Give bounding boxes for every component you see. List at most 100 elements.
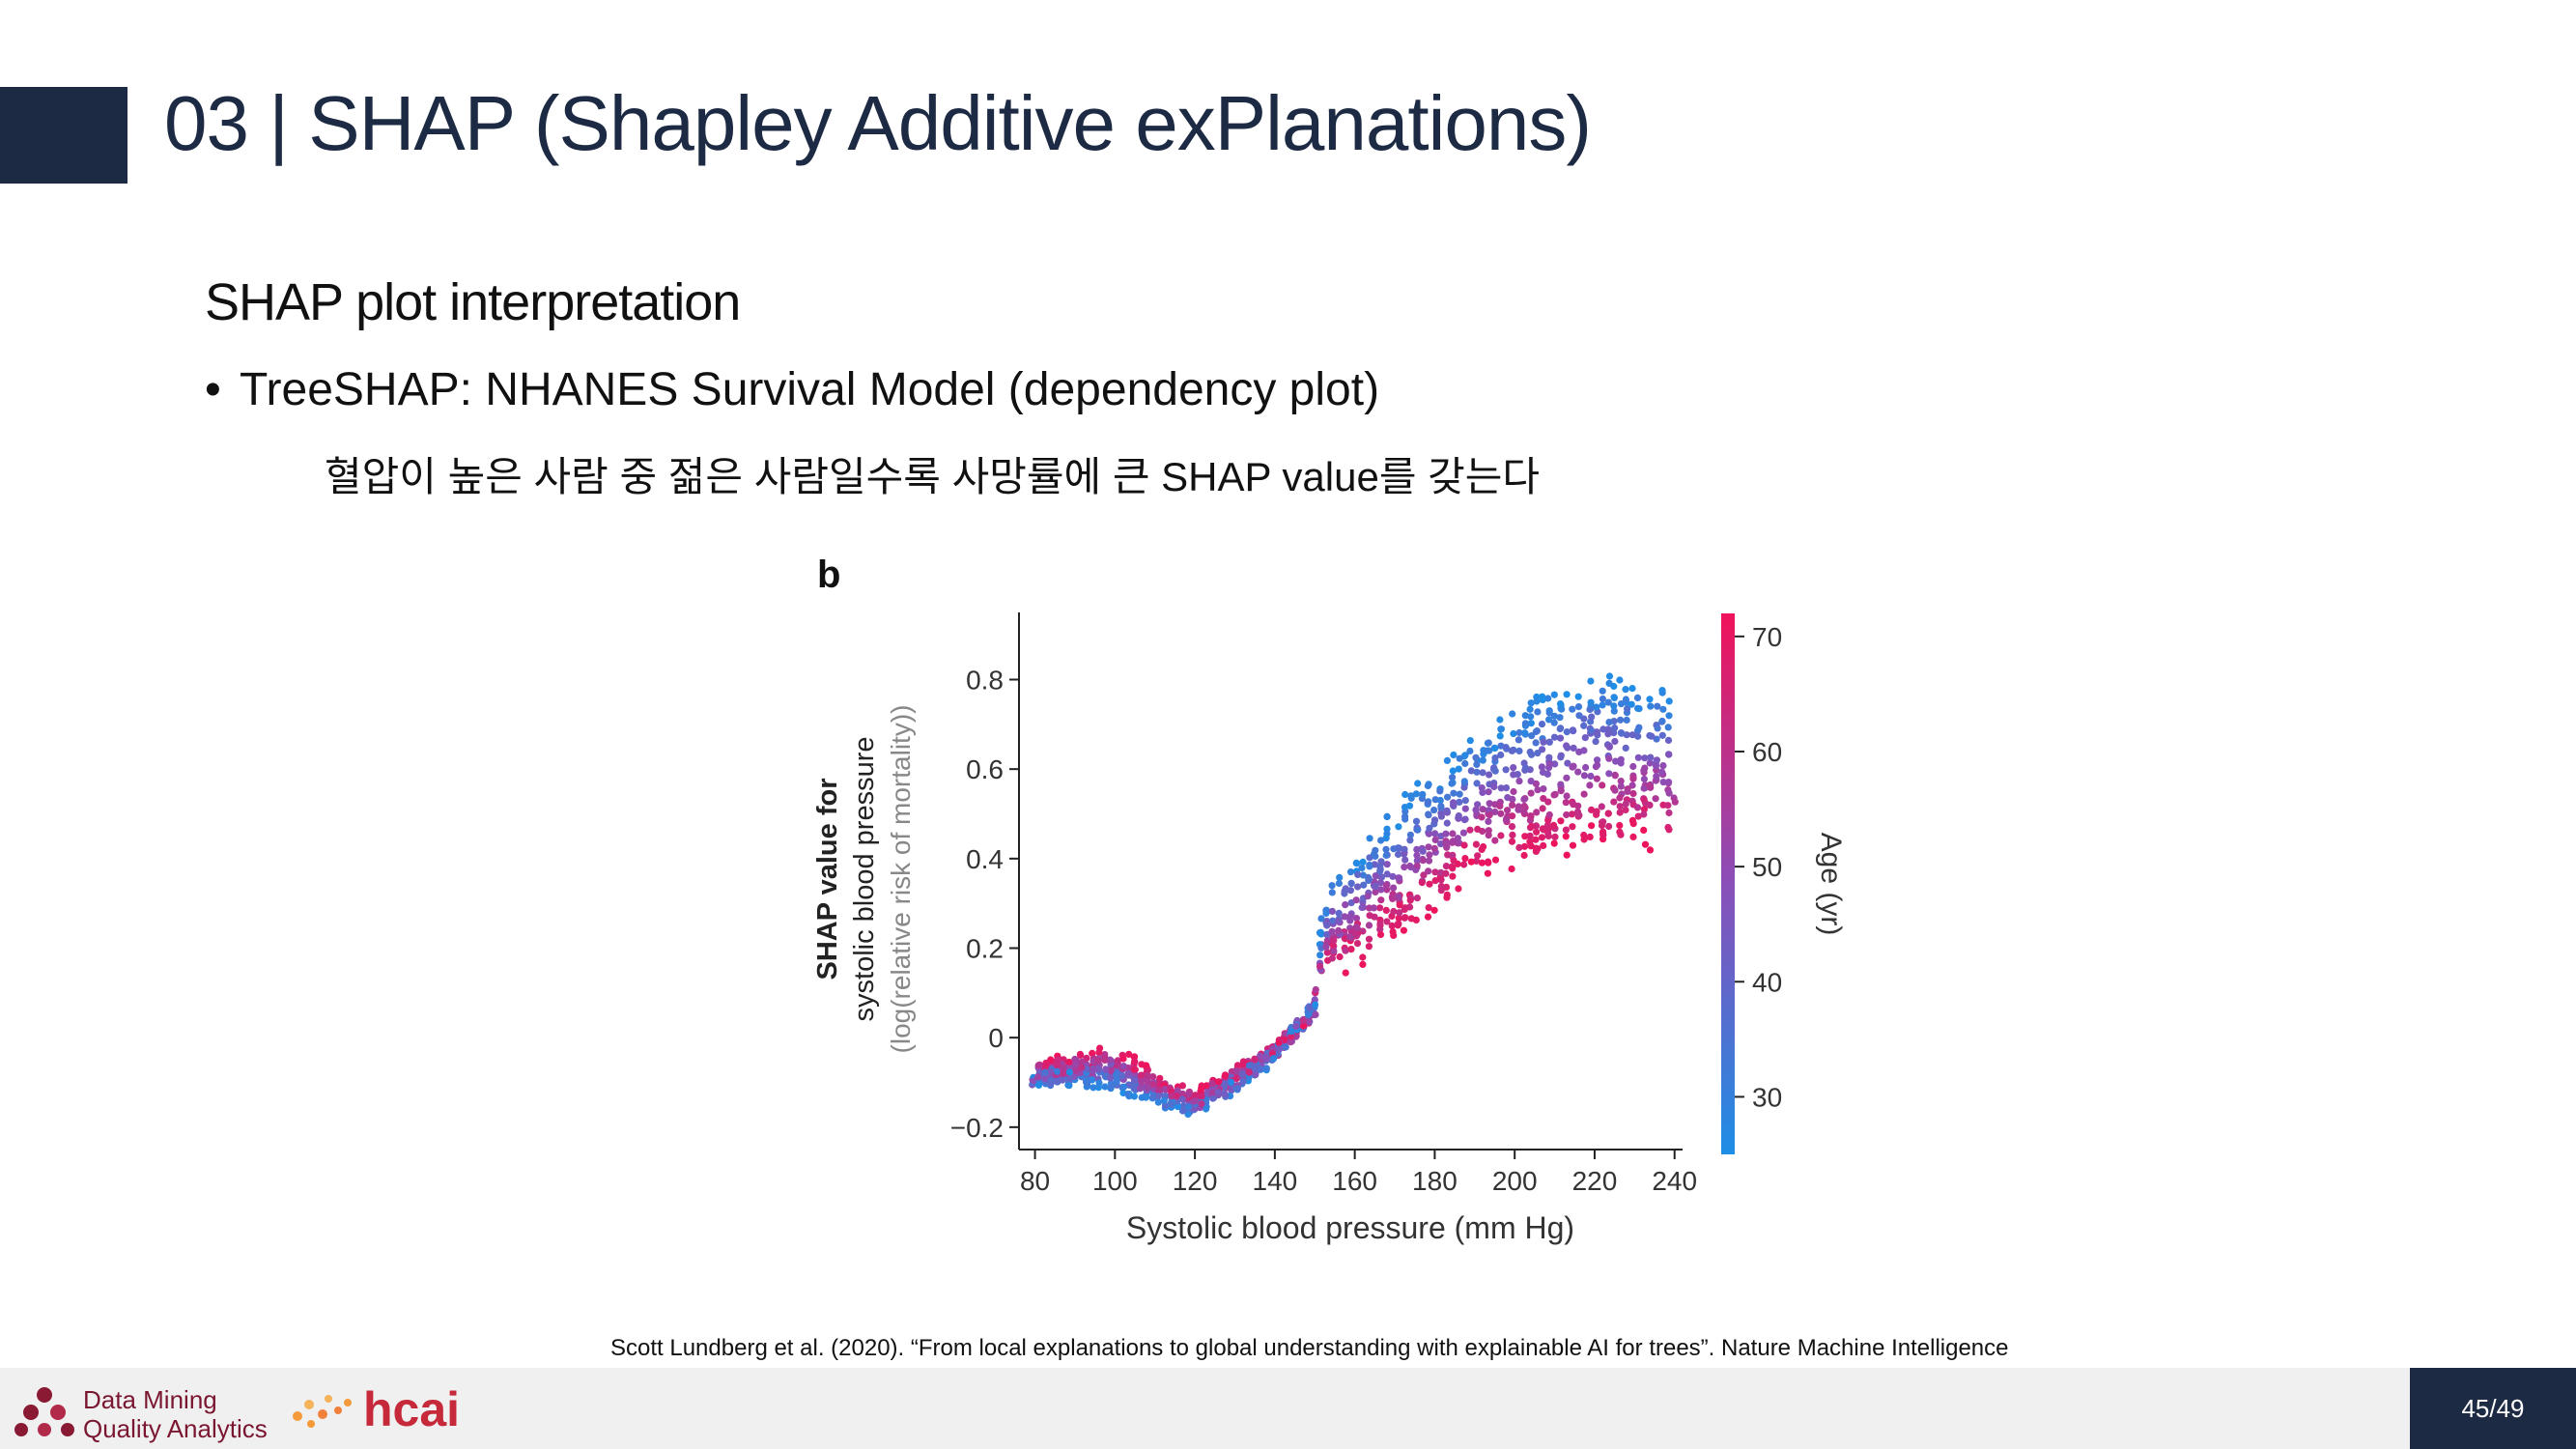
data-point <box>1413 862 1421 869</box>
data-point <box>1538 721 1546 728</box>
data-point <box>1138 1071 1146 1079</box>
data-point <box>1251 1056 1259 1064</box>
data-point <box>1041 1074 1049 1082</box>
y-tick-label: 0.4 <box>966 844 1004 874</box>
data-point <box>1316 962 1324 970</box>
data-point <box>1617 778 1625 785</box>
data-point <box>1221 1080 1229 1088</box>
data-point <box>1287 1028 1295 1036</box>
data-point <box>1478 859 1486 867</box>
data-point <box>1580 836 1588 843</box>
x-tick-label: 100 <box>1092 1166 1138 1196</box>
data-point <box>1654 724 1661 732</box>
data-point <box>1328 954 1336 962</box>
data-point <box>1539 746 1546 753</box>
data-point <box>1568 810 1576 818</box>
section-heading: SHAP plot interpretation <box>205 273 741 331</box>
data-point <box>1372 872 1379 880</box>
data-point <box>1508 865 1515 873</box>
data-point <box>1461 759 1469 768</box>
bullet-text: TreeSHAP: NHANES Survival Model (depende… <box>240 364 1380 415</box>
data-point <box>1406 837 1414 844</box>
dmqa-logo: Data Mining Quality Analytics <box>14 1381 284 1443</box>
data-point <box>1358 903 1366 912</box>
data-point <box>1130 1065 1138 1073</box>
data-point <box>1198 1085 1205 1093</box>
data-point <box>1612 757 1620 765</box>
data-point <box>1528 732 1536 740</box>
data-point <box>1562 799 1570 807</box>
data-point <box>1412 817 1421 825</box>
data-point <box>1550 733 1559 741</box>
data-point <box>1443 891 1451 898</box>
data-point <box>1030 1077 1037 1085</box>
data-point <box>1154 1093 1162 1100</box>
data-point <box>1034 1081 1043 1089</box>
data-point <box>1557 753 1565 761</box>
data-point <box>1449 865 1457 872</box>
data-point <box>1653 772 1660 781</box>
data-point <box>1090 1065 1098 1073</box>
data-point <box>1335 909 1343 917</box>
data-point <box>1454 860 1461 867</box>
data-point <box>1550 691 1558 698</box>
data-point <box>1502 744 1510 752</box>
data-point <box>1658 717 1666 725</box>
data-point <box>1424 799 1431 807</box>
data-point <box>1479 806 1486 813</box>
data-point <box>1671 798 1679 806</box>
data-point <box>1539 805 1546 812</box>
data-point <box>1581 734 1589 742</box>
data-point <box>1090 1084 1097 1092</box>
data-point <box>1610 707 1618 715</box>
data-point <box>1364 893 1372 900</box>
data-point <box>1646 696 1654 703</box>
data-point <box>1383 918 1391 925</box>
data-point <box>1395 874 1402 882</box>
data-point <box>1395 893 1402 900</box>
data-point <box>1623 716 1630 724</box>
data-point <box>1341 887 1348 895</box>
data-point <box>1599 832 1607 839</box>
data-point <box>1299 1017 1307 1025</box>
data-point <box>1479 769 1486 777</box>
data-point <box>1425 811 1432 819</box>
data-point <box>1354 883 1362 891</box>
data-point <box>1532 836 1540 843</box>
data-point <box>1401 905 1408 913</box>
y-tick-label: 0 <box>988 1023 1004 1053</box>
data-point <box>1611 786 1619 794</box>
data-point <box>1341 913 1348 921</box>
data-point <box>1460 841 1468 849</box>
data-point <box>1346 933 1354 941</box>
data-point <box>1388 894 1396 901</box>
data-point <box>1144 1071 1151 1079</box>
data-point <box>1352 923 1360 931</box>
data-point <box>1053 1061 1062 1068</box>
data-point <box>1545 707 1553 715</box>
data-point <box>1376 925 1384 933</box>
data-point <box>1665 779 1673 786</box>
data-point <box>1534 708 1542 716</box>
data-point <box>1521 729 1529 737</box>
data-point <box>1352 896 1360 904</box>
data-point <box>1174 1103 1181 1111</box>
data-point <box>1120 1083 1128 1091</box>
data-point <box>1515 728 1523 737</box>
data-point <box>1336 873 1344 881</box>
data-point <box>1665 809 1673 817</box>
data-point <box>1508 747 1515 754</box>
data-point <box>1646 781 1654 789</box>
data-point <box>1426 880 1433 888</box>
data-point <box>1593 775 1600 782</box>
data-point <box>1593 703 1600 711</box>
data-point <box>1282 1043 1289 1051</box>
data-point <box>1390 884 1398 892</box>
data-point <box>1358 864 1366 872</box>
data-point <box>1491 856 1500 864</box>
data-point <box>1095 1049 1103 1057</box>
data-point <box>1634 732 1642 740</box>
data-point <box>1406 831 1414 838</box>
data-point <box>1191 1097 1199 1105</box>
data-point <box>1330 947 1338 955</box>
